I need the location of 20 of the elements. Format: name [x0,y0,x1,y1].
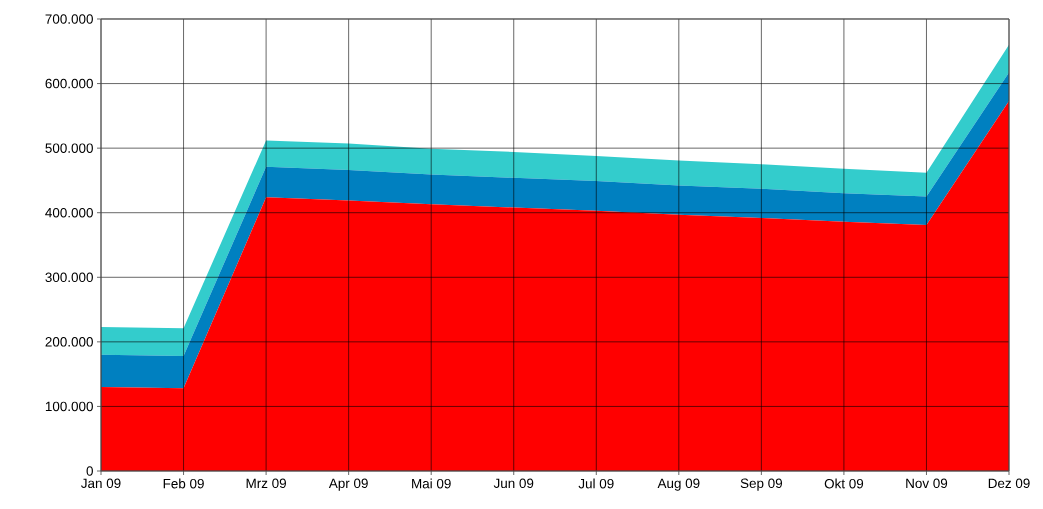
y-tick-label: 500.000 [45,143,93,153]
x-tick-label: Sep 09 [740,478,783,491]
y-tick-label: 700.000 [45,14,93,24]
x-tick-label: Feb 09 [163,478,204,489]
y-tick-label: 200.000 [45,337,93,347]
x-tick-label: Mrz 09 [246,478,286,489]
x-tick-label: Jun 09 [493,478,534,489]
x-tick-label: Aug 09 [657,478,700,491]
x-tick-label: Okt 09 [824,478,864,489]
y-tick-label: 100.000 [45,401,93,412]
y-tick-label: 400.000 [45,207,93,218]
y-tick-label: 600.000 [45,78,93,89]
x-tick-label: Apr 09 [328,478,368,491]
y-tick-label: 300.000 [45,272,93,283]
x-tick-label: Dez 09 [988,478,1030,489]
x-tick-label: Jul 09 [578,478,614,489]
x-tick-label: Mai 09 [412,478,451,489]
x-tick-label: Jan 09 [81,478,121,489]
y-tick-label: 0 [86,466,93,476]
x-tick-label: Nov 09 [906,478,948,489]
